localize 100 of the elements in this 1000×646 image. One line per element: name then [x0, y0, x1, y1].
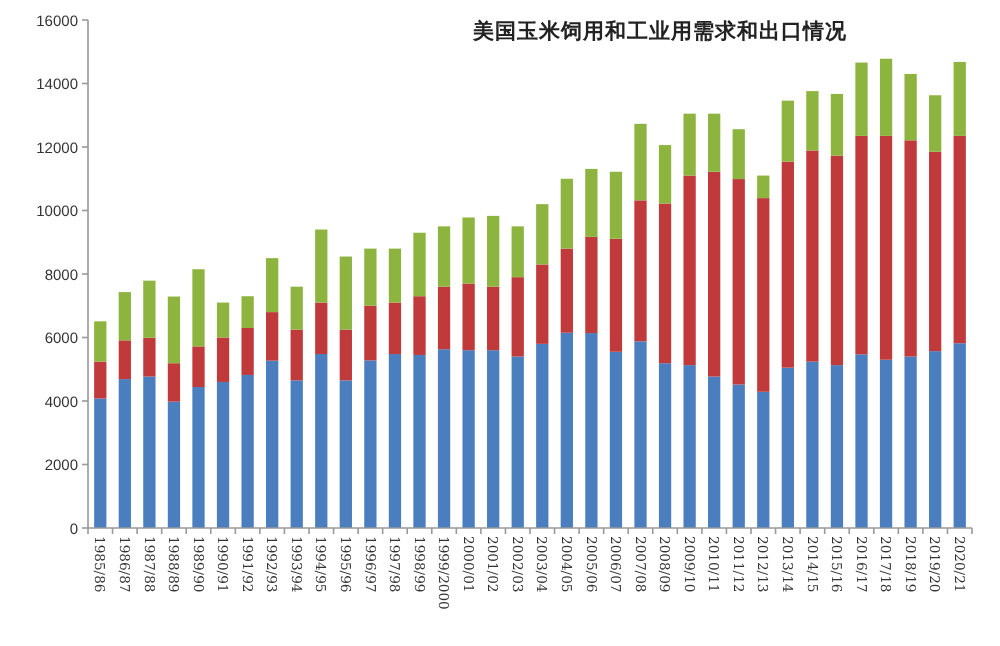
- bar: [437, 226, 451, 287]
- bar: [879, 135, 893, 360]
- bar: [118, 292, 131, 341]
- bar: [781, 367, 794, 528]
- bar: [192, 346, 205, 388]
- bar: [339, 256, 352, 330]
- bar: [757, 175, 770, 199]
- bar: [929, 351, 942, 528]
- bar: [560, 248, 573, 333]
- bar: [437, 286, 451, 350]
- bar: [143, 376, 156, 528]
- bar: [757, 391, 770, 528]
- bar: [216, 381, 230, 528]
- bar: [364, 305, 377, 361]
- bar: [290, 286, 303, 330]
- bar: [388, 354, 402, 528]
- bar: [143, 280, 156, 338]
- bar: [536, 343, 549, 528]
- bar: [437, 349, 451, 528]
- bar: [634, 341, 647, 528]
- bar: [192, 387, 205, 528]
- bar: [732, 384, 745, 528]
- bar: [929, 151, 942, 352]
- bar: [806, 91, 819, 151]
- bar: [781, 100, 794, 162]
- bar: [388, 248, 402, 303]
- bar: [487, 286, 500, 351]
- bar: [216, 302, 230, 338]
- bar: [94, 361, 107, 399]
- bar: [94, 321, 107, 362]
- bar: [585, 333, 598, 528]
- bar: [609, 351, 623, 528]
- bar: [585, 236, 598, 334]
- bar: [634, 123, 647, 201]
- bar: [683, 365, 696, 528]
- bar: [241, 374, 254, 528]
- bar: [339, 380, 352, 528]
- bar: [315, 302, 328, 355]
- bar: [585, 168, 598, 237]
- bar: [708, 376, 721, 528]
- bar: [732, 179, 745, 385]
- bar: [364, 360, 377, 528]
- bar: [953, 61, 966, 136]
- bar: [290, 380, 303, 528]
- bar: [855, 354, 868, 528]
- bar: [609, 171, 623, 239]
- bar: [904, 140, 917, 357]
- bar: [413, 296, 426, 355]
- bar: [708, 113, 721, 172]
- bar: [241, 327, 254, 375]
- bar: [462, 283, 475, 351]
- bar: [830, 93, 844, 156]
- bar: [781, 161, 794, 368]
- bar: [94, 398, 107, 528]
- bar: [904, 356, 917, 528]
- bar: [413, 232, 426, 297]
- bar: [462, 217, 475, 284]
- bar: [683, 113, 696, 176]
- bar: [192, 269, 205, 347]
- bar: [118, 340, 131, 380]
- bar: [462, 350, 475, 528]
- bar: [167, 363, 181, 402]
- bar: [388, 302, 402, 355]
- bar: [167, 296, 181, 364]
- bar: [511, 277, 524, 357]
- bar: [757, 198, 770, 392]
- bar: [143, 337, 156, 377]
- bar: [830, 365, 844, 528]
- bar: [658, 203, 672, 364]
- bar: [536, 204, 549, 265]
- bar: [266, 312, 279, 361]
- bar: [413, 354, 426, 528]
- bar: [879, 58, 893, 136]
- bar: [904, 73, 917, 141]
- bar: [634, 200, 647, 342]
- bar: [732, 129, 745, 180]
- bar: [315, 229, 328, 303]
- bar: [290, 329, 303, 381]
- bar: [487, 350, 500, 528]
- bar: [609, 238, 623, 352]
- bar: [830, 155, 844, 366]
- bar: [511, 356, 524, 528]
- bar: [658, 363, 672, 528]
- bar: [241, 296, 254, 328]
- bar: [487, 215, 500, 287]
- bar: [536, 264, 549, 344]
- bar: [806, 150, 819, 362]
- bar: [216, 337, 230, 382]
- bar: [879, 359, 893, 528]
- bar: [953, 135, 966, 344]
- chart-title: 美国玉米饲用和工业用需求和出口情况: [471, 18, 849, 44]
- bar: [683, 175, 696, 366]
- bar: [929, 95, 942, 152]
- bar: [708, 171, 721, 377]
- bar: [118, 379, 131, 528]
- bar: [806, 361, 819, 528]
- bar: [560, 178, 573, 249]
- bar: [658, 145, 672, 204]
- bar: [855, 62, 868, 136]
- bar: [266, 360, 279, 528]
